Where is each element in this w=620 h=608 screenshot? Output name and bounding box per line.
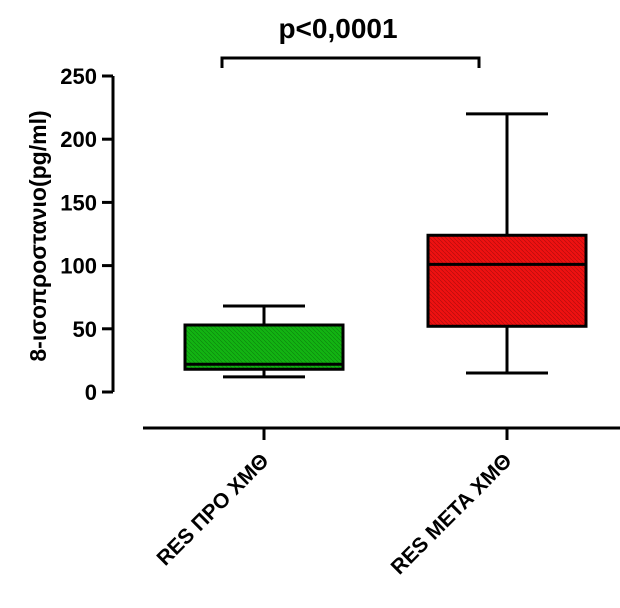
significance-bracket — [220, 56, 481, 68]
box-res-pro — [183, 304, 345, 379]
significance-label: p<0,0001 — [278, 13, 397, 44]
y-axis-ticks: 0 50 100 150 200 250 — [60, 64, 113, 405]
y-tick-label-100: 100 — [60, 254, 97, 279]
y-tick-label-0: 0 — [85, 380, 97, 405]
box-res-meta — [426, 112, 588, 375]
category-label-res-meta: RES ΜΕΤΑ ΧΜΘ — [387, 449, 517, 579]
y-tick-label-50: 50 — [73, 317, 97, 342]
y-axis-label: 8-ισοπροστανιο(pg/ml) — [25, 110, 51, 361]
y-tick-label-150: 150 — [60, 190, 97, 215]
boxes — [183, 112, 588, 379]
y-tick-label-200: 200 — [60, 127, 97, 152]
category-label-res-pro: RES ΠΡΟ ΧΜΘ — [152, 449, 273, 570]
y-tick-label-250: 250 — [60, 64, 97, 89]
iqr-box-outline — [183, 323, 345, 371]
iqr-box-outline — [426, 233, 588, 328]
